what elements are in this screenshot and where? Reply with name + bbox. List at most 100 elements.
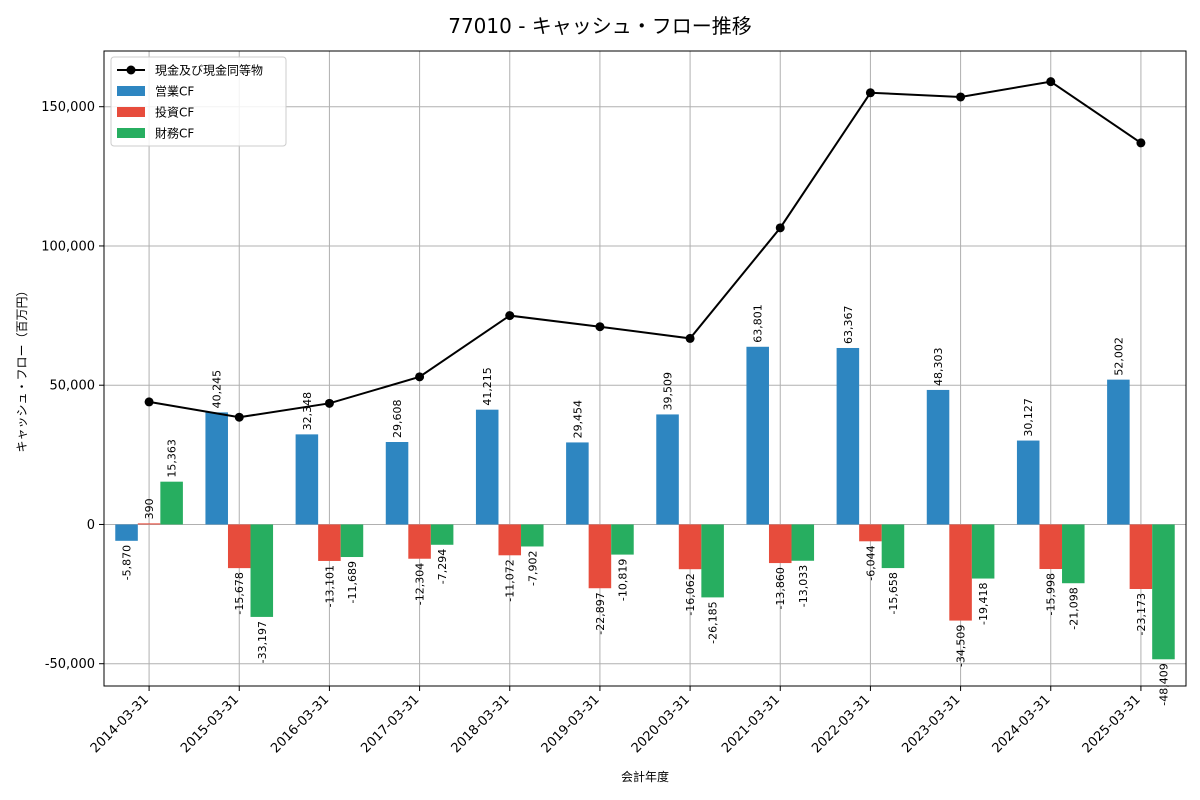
bar-value-label: -13,860: [774, 567, 787, 609]
bar-value-label: -16,062: [684, 573, 697, 615]
y-tick-label: 50,000: [50, 379, 96, 394]
chart-title: 77010 - キャッシュ・フロー推移: [448, 14, 752, 38]
cash-equivalents-point: [144, 397, 154, 407]
legend-label: 現金及び現金同等物: [155, 63, 263, 78]
y-tick-label: 150,000: [41, 100, 95, 115]
bar-営業CF: [115, 524, 138, 541]
cash-equivalents-point: [234, 412, 244, 422]
y-tick-label: -50,000: [45, 657, 95, 672]
bar-営業CF: [746, 346, 769, 525]
bar-財務CF: [521, 524, 544, 547]
bar-財務CF: [340, 524, 364, 558]
bar-営業CF: [926, 389, 950, 525]
y-tick-label: 100,000: [41, 239, 95, 254]
bar-value-label: -48,409: [1157, 663, 1170, 705]
x-tick-label: 2023-03-31: [899, 692, 963, 756]
bar-value-label: -7,902: [526, 550, 539, 585]
legend-swatch: [117, 86, 145, 96]
legend-label: 営業CF: [155, 85, 194, 99]
bar-営業CF: [295, 434, 319, 525]
bar-投資CF: [588, 524, 612, 589]
bar-value-label: 390: [143, 498, 156, 519]
x-tick-label: 2021-03-31: [719, 692, 783, 756]
bar-財務CF: [881, 524, 905, 569]
bar-財務CF: [160, 481, 183, 525]
bar-投資CF: [859, 524, 882, 542]
bar-value-label: -15,658: [887, 572, 900, 614]
cash-equivalents-point: [595, 322, 605, 332]
bar-営業CF: [385, 442, 409, 525]
x-tick-label: 2015-03-31: [178, 692, 242, 756]
bar-財務CF: [430, 524, 454, 545]
bar-財務CF: [791, 524, 815, 561]
bar-value-label: -13,033: [797, 565, 810, 607]
bar-財務CF: [971, 524, 995, 579]
bar-value-label: 32,348: [301, 392, 314, 431]
bar-value-label: -22,897: [594, 592, 607, 634]
bar-value-label: 41,215: [481, 367, 494, 406]
bar-投資CF: [949, 524, 972, 621]
x-tick-label: 2014-03-31: [88, 692, 152, 756]
bar-value-label: -10,819: [616, 559, 629, 601]
bar-value-label: -15,678: [233, 572, 246, 614]
x-axis-label: 会計年度: [621, 769, 669, 784]
bar-営業CF: [836, 347, 860, 525]
bar-財務CF: [1062, 524, 1085, 584]
x-tick-label: 2016-03-31: [268, 692, 332, 756]
bar-投資CF: [768, 524, 792, 564]
bar-value-label: -11,689: [346, 561, 359, 603]
x-tick-label: 2024-03-31: [990, 692, 1054, 756]
bar-value-label: -21,098: [1067, 587, 1080, 629]
x-tick-label: 2022-03-31: [809, 692, 873, 756]
bar-value-label: -5,870: [121, 545, 134, 580]
bar-value-label: -34,509: [955, 625, 968, 667]
bar-投資CF: [408, 524, 431, 559]
legend-label: 財務CF: [155, 126, 194, 141]
bar-value-label: 30,127: [1022, 398, 1035, 437]
cash-equivalents-point: [1046, 77, 1056, 87]
y-tick-label: 0: [87, 518, 95, 533]
bar-value-label: -7,294: [436, 549, 449, 584]
cash-equivalents-point: [1136, 138, 1146, 148]
cash-equivalents-point: [865, 88, 875, 98]
x-tick-label: 2025-03-31: [1080, 692, 1144, 756]
bar-営業CF: [1016, 440, 1040, 525]
plot-frame: [103, 50, 1187, 687]
x-tick-label: 2019-03-31: [539, 692, 603, 756]
bar-営業CF: [205, 412, 228, 525]
cash-equivalents-point: [324, 398, 334, 408]
legend-box: [110, 56, 287, 147]
bar-投資CF: [1129, 524, 1153, 590]
bar-営業CF: [566, 442, 589, 525]
bar-value-label: 63,367: [842, 305, 855, 344]
legend-label: 投資CF: [155, 105, 194, 120]
bar-value-label: -6,044: [864, 545, 877, 580]
cash-equivalents-point: [505, 311, 515, 321]
bar-財務CF: [1152, 524, 1175, 660]
x-tick-label: 2017-03-31: [358, 692, 422, 756]
bar-財務CF: [611, 524, 634, 555]
x-tick-label: 2020-03-31: [629, 692, 693, 756]
bar-財務CF: [250, 524, 274, 617]
bar-営業CF: [656, 414, 679, 525]
bar-value-label: 40,245: [211, 370, 224, 408]
bar-投資CF: [1039, 524, 1063, 570]
cash-equivalents-point: [685, 333, 695, 343]
bar-投資CF: [678, 524, 702, 570]
bar-value-label: -26,185: [707, 601, 720, 643]
cash-equivalents-point: [775, 223, 785, 233]
bar-value-label: 52,002: [1112, 337, 1125, 376]
legend-swatch: [117, 128, 145, 138]
cash-equivalents-line: [148, 80, 1142, 419]
bar-value-label: -19,418: [977, 583, 990, 625]
bar-value-label: -33,197: [256, 621, 269, 663]
bar-value-label: 29,454: [571, 400, 584, 439]
bar-投資CF: [498, 524, 522, 556]
bar-value-label: 29,608: [391, 400, 404, 439]
bar-投資CF: [318, 524, 341, 561]
legend-swatch: [117, 107, 145, 117]
bar-value-label: -23,173: [1135, 593, 1148, 635]
bar-value-label: 63,801: [752, 304, 765, 343]
y-axis-label: キャッシュ・フロー（百万円）: [15, 284, 29, 452]
